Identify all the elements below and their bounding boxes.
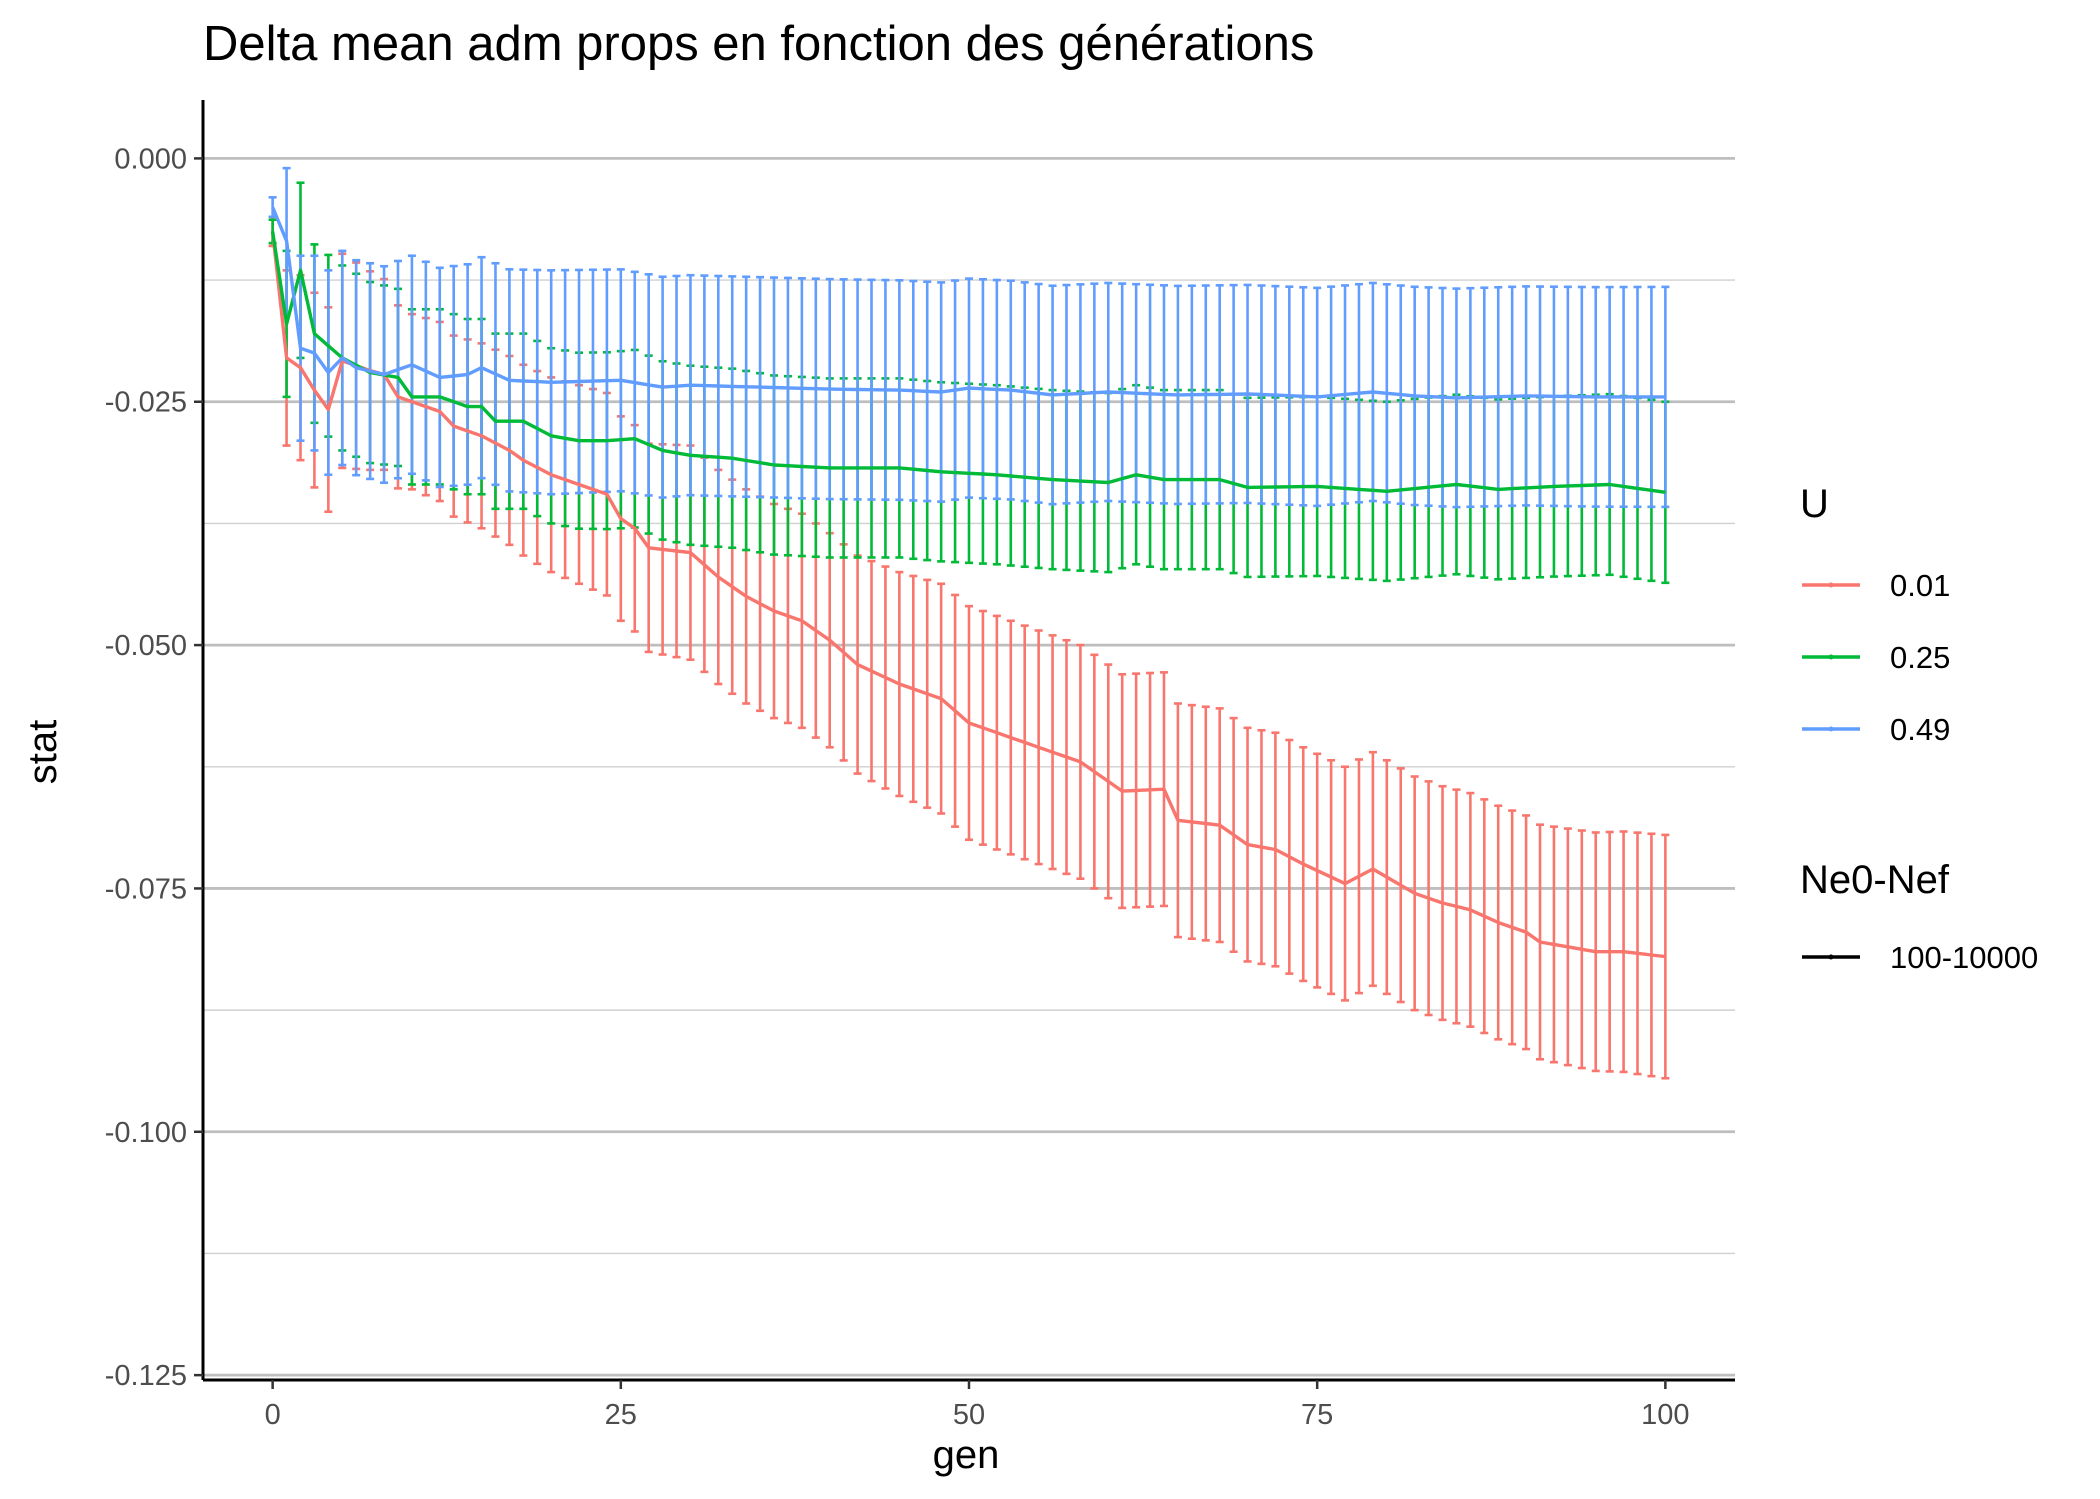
series-line-0.25 <box>270 231 1666 494</box>
legend-label-0.49: 0.49 <box>1890 712 1950 747</box>
legend-linetype-title: Ne0-Nef <box>1800 858 1950 902</box>
legend-swatch-point-0.25 <box>1828 654 1834 660</box>
legend-linetype-point-0 <box>1828 954 1834 960</box>
series-lines <box>270 206 1666 959</box>
x-tick-label-2: 50 <box>953 1399 985 1431</box>
x-axis-title: gen <box>933 1433 1000 1477</box>
series-line-0.49 <box>271 206 1666 400</box>
series-line-0.01 <box>270 231 1666 959</box>
legend-swatch-point-0.49 <box>1828 726 1834 732</box>
y-tick-label-5: -0.125 <box>105 1360 187 1392</box>
y-tick-label-2: -0.050 <box>105 630 187 662</box>
legend-label-0.25: 0.25 <box>1890 640 1950 675</box>
y-tick-label-3: -0.075 <box>105 873 187 905</box>
x-tick-label-4: 100 <box>1641 1399 1689 1431</box>
chart-title: Delta mean adm props en fonction des gén… <box>203 17 1314 71</box>
axes: 0.000 -0.025 -0.050 -0.075 -0.100 -0.125 0 25 50… <box>105 100 1735 1431</box>
legend-linetype-label-0: 100-10000 <box>1890 940 2038 975</box>
y-axis-title: stat <box>21 720 65 784</box>
legend-label-0.01: 0.01 <box>1890 568 1950 603</box>
legend-color-title: U <box>1800 482 1829 526</box>
legend: U 0.01 0.25 0.49 Ne0-Nef 100-10000 <box>1800 482 2038 975</box>
legend-linetype-items: 100-10000 <box>1802 940 2038 975</box>
legend-swatch-point-0.01 <box>1828 582 1834 588</box>
legend-color-items: 0.01 0.25 0.49 <box>1802 568 1950 747</box>
y-tick-label-1: -0.025 <box>105 387 187 419</box>
x-tick-label-0: 0 <box>265 1399 281 1431</box>
y-tick-label-4: -0.100 <box>105 1117 187 1149</box>
y-tick-label-0: 0.000 <box>114 143 187 175</box>
x-tick-label-1: 25 <box>605 1399 637 1431</box>
x-tick-label-3: 75 <box>1301 1399 1333 1431</box>
